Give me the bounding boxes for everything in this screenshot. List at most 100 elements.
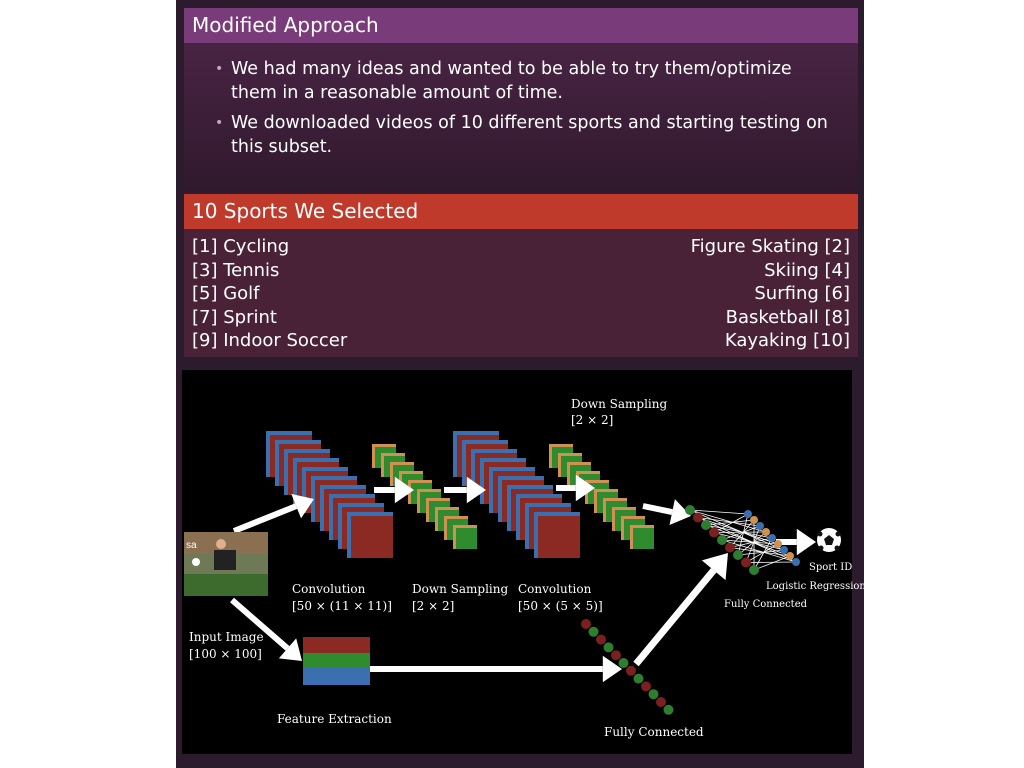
fc-connection-line [713,513,749,533]
fc-right-column-node [693,512,703,523]
fc-connection-line [745,525,761,563]
bullet-dot-icon: • [215,115,224,131]
block-title-sports: 10 Sports We Selected [184,194,858,229]
label-convolution-2-size: [50 × (5 × 5)] [518,599,603,613]
logistic-regression-column-node [774,540,782,548]
diagram-background [182,370,852,754]
logistic-regression-column-node [792,558,800,566]
feature-extraction-block [303,637,370,685]
fc-bottom-column-node [641,681,651,692]
sport-right: Skiing [4] [764,259,850,281]
fc-connection-line [729,519,755,548]
fc-right-column [685,505,759,575]
arrow-conv-to-pool2-head [575,474,595,502]
fc-bottom-column-node [581,619,591,629]
bullet-item: • We had many ideas and wanted to be able… [215,57,838,105]
arrow-fc-to-fc-head [701,553,728,581]
logistic-regression-column-node [768,534,776,542]
label-input-image-size: [100 × 100] [189,647,262,661]
arrow-conv-to-pool-head [394,476,414,504]
fc-bottom-column-node [663,704,674,715]
label-down-sampling-top: Down Sampling [571,397,668,411]
bullet-item: • We downloaded videos of 10 different sp… [215,111,838,159]
arrow-input-to-conv-shaft [232,503,298,534]
arrow-conv-to-pool [374,476,414,504]
label-input-image: Input Image [189,630,264,644]
conv1-map-face [351,516,393,558]
fc-bottom-column-node [626,665,636,676]
soccer-ball-icon [817,528,841,552]
pool1-map-face [456,528,477,549]
fc-right-column-node [701,520,711,530]
fc-right-column-node [717,535,727,545]
logistic-regression-column-node [744,510,752,518]
fc-connection-line [737,531,767,556]
sports-list: [1] Cycling Figure Skating [2] [3] Tennis… [184,229,858,353]
arrow-input-to-features [230,597,302,661]
fc-right-column-node [733,550,743,560]
bullet-list: • We had many ideas and wanted to be able… [184,57,858,159]
arrow-pool-to-conv [444,476,486,504]
label-feature-extraction: Feature Extraction [277,712,392,726]
arrow-pool-to-fc-shaft [642,503,673,516]
logistic-regression-column-node [786,552,794,560]
logistic-regression-column [744,510,800,566]
sport-left: [7] Sprint [192,306,277,328]
fc-nodes [581,505,800,715]
bullet-dot-icon: • [215,61,224,77]
fc-connection-line [689,509,749,515]
sport-row: [9] Indoor Soccer Kayaking [10] [192,329,850,353]
fc-right-column-node [725,542,735,553]
arrow-features-to-fc-head [602,655,622,683]
sport-row: [3] Tennis Skiing [4] [192,259,850,283]
arrow-pool-to-fc [642,499,691,526]
label-down-sampling-top-size: [2 × 2] [571,413,613,427]
sports-block: 10 Sports We Selected [1] Cycling Figure … [184,194,858,357]
block-title-modified-approach: Modified Approach [184,8,858,43]
svg-text:sa: sa [186,540,197,551]
pool2-map-face [633,528,654,549]
sport-left: [9] Indoor Soccer [192,330,348,351]
label-convolution-1-size: [50 × (11 × 11)] [292,599,392,613]
arrow-fc-to-fc [633,553,728,667]
arrow-input-to-features-shaft [230,597,290,651]
sport-right: Figure Skating [2] [690,236,850,257]
sport-right: Kayaking [10] [724,330,850,351]
logistic-regression-column-node [750,516,758,524]
sport-right: Basketball [8] [725,306,850,328]
fc-connection-line [753,555,791,571]
fc-bottom-column-node [588,626,599,637]
label-sport-id: Sport ID [809,562,852,573]
fc-connections [689,509,797,571]
sport-left: [5] Golf [192,283,260,304]
label-logistic-regression: Logistic Regression [766,581,864,592]
bullet-text: We downloaded videos of 10 different spo… [231,113,828,157]
arrows [230,474,816,683]
arrow-features-to-fc [370,655,622,683]
fc-connection-line [753,537,773,571]
sport-left: [3] Tennis [192,259,280,281]
fc-connection-line [745,543,779,563]
arrow-input-to-features-head [278,638,302,661]
cnn-diagram-svg: sa Down Sampling [2 × 2] Convolution [182,370,864,754]
label-fully-connected-bottom: Fully Connected [604,725,704,739]
sport-left: [1] Cycling [192,236,290,257]
arrow-input-to-conv-head [291,493,314,519]
label-fully-connected-right: Fully Connected [724,599,808,610]
fc-connection-line [737,513,749,556]
fc-bottom-column-node [648,689,659,700]
fc-bottom-column-node [596,634,606,645]
fc-connection-line [729,537,773,548]
conv1-map [266,431,393,558]
fc-connection-line [729,547,791,557]
fc-right-column-node [741,557,751,568]
logistic-regression-column-node [762,528,770,536]
label-down-sampling-size: [2 × 2] [412,599,454,613]
arrow-to-sport-id-head [796,528,816,556]
fc-connection-line [713,531,767,533]
fc-right-column-node [685,505,695,515]
fc-bottom-column-node [603,642,614,653]
bullet-text: We had many ideas and wanted to be able … [231,59,792,103]
fc-right-column-node [749,565,759,575]
conv2-map-face [538,516,580,558]
